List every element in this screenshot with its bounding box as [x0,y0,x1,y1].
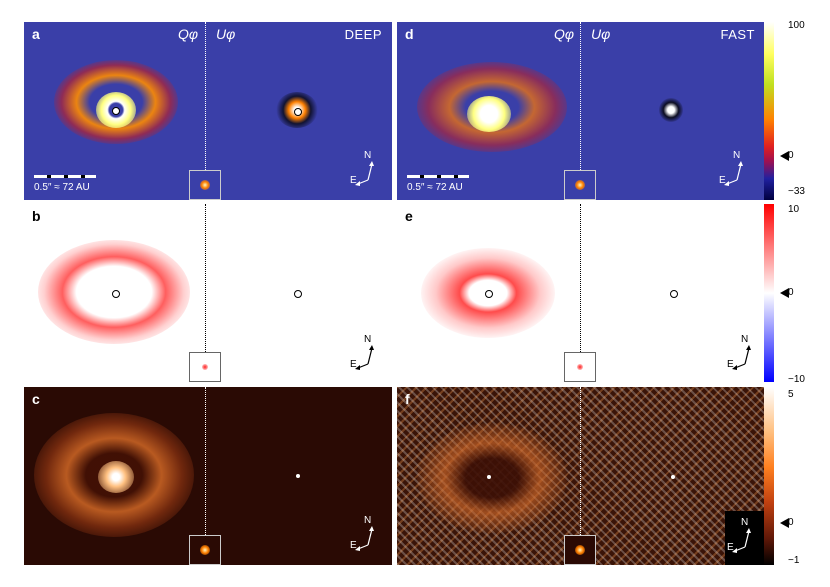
panel-b: b N E [24,204,392,382]
colorbar-middle-max: 10 [788,204,800,215]
colorbar-top-min: −33 [788,186,805,197]
compass: N E [350,515,384,555]
compass-n: N [364,515,372,526]
compass-n: N [741,517,749,528]
panel-letter: d [405,26,414,42]
psf-inset [189,535,221,565]
panel-letter: b [32,208,41,224]
star-marker [112,107,120,115]
star-marker [670,290,678,298]
colorbar-middle-zero: 0 [788,287,794,298]
psf-image [575,545,585,555]
compass-arrows [732,528,751,553]
scale-bar [34,175,96,178]
panel-c: c N E [24,387,392,565]
compass: N E [350,150,384,190]
star-marker [294,290,302,298]
compass-n: N [364,334,372,345]
star-marker [296,474,300,478]
compass: N E [350,334,384,374]
disk-core [467,96,511,132]
divider [580,387,581,565]
compass: N E [719,150,753,190]
colorbar-top [764,22,774,200]
psf-inset [564,352,596,382]
scale-text: 0.5″ ≈ 72 AU [407,182,463,193]
compass-n: N [364,150,372,161]
compass-arrows [724,161,743,186]
disk-ring [417,423,567,533]
colorbar-bottom [764,387,774,565]
colorbar-bottom-zero: 0 [788,517,794,528]
u-phi-label: Uφ [216,26,236,42]
psf-image [577,364,583,370]
colorbar-middle-min: −10 [788,374,805,385]
colorbar-bottom-min: −1 [788,555,800,566]
q-phi-label: Qφ [554,26,575,42]
psf-image [200,545,210,555]
compass-arrows [732,345,751,370]
star-marker [671,475,675,479]
compass: N E [727,334,761,374]
panel-letter: c [32,391,40,407]
colorbar-middle [764,204,774,382]
compass-arrows [355,526,374,551]
compass-e: E [350,540,357,551]
mode-label: FAST [720,27,755,42]
star-marker [112,290,120,298]
q-phi-label: Qφ [178,26,199,42]
panel-d: d Qφ Uφ FAST 0.5″ ≈ 72 AU N E [397,22,765,200]
colorbar-top-zero: 0 [788,150,794,161]
zero-marker [780,288,789,298]
colorbar-bottom-max: 5 [788,389,794,400]
panel-letter: e [405,208,413,224]
compass-arrows [355,345,374,370]
star-marker [294,108,302,116]
compass-e: E [350,359,357,370]
panel-letter: f [405,391,410,407]
zero-marker [780,151,789,161]
u-residual [659,98,683,122]
panel-letter: a [32,26,40,42]
divider [580,22,581,200]
divider [580,204,581,382]
compass-e: E [727,359,734,370]
compass: N E [727,517,761,557]
compass-n: N [733,150,741,161]
psf-inset [189,352,221,382]
compass-e: E [727,542,734,553]
divider [205,387,206,565]
scale-bar [407,175,469,178]
psf-inset [189,170,221,200]
psf-image [575,180,585,190]
star-marker [485,290,493,298]
panel-a: a Qφ Uφ DEEP 0.5″ ≈ 72 AU N E [24,22,392,200]
colorbar-top-max: 100 [788,20,805,31]
psf-image [200,180,210,190]
compass-arrows [355,161,374,186]
zero-marker [780,518,789,528]
compass-e: E [719,175,726,186]
psf-image [202,364,208,370]
scale-text: 0.5″ ≈ 72 AU [34,182,90,193]
divider [205,22,206,200]
panel-f: f N E [397,387,765,565]
mode-label: DEEP [344,27,382,42]
panel-e: e N E [397,204,765,382]
star-marker [487,475,491,479]
star-marker [114,474,118,478]
psf-inset [564,170,596,200]
compass-n: N [741,334,749,345]
divider [205,204,206,382]
compass-background [725,511,765,565]
u-phi-label: Uφ [591,26,611,42]
compass-e: E [350,175,357,186]
psf-inset [564,535,596,565]
